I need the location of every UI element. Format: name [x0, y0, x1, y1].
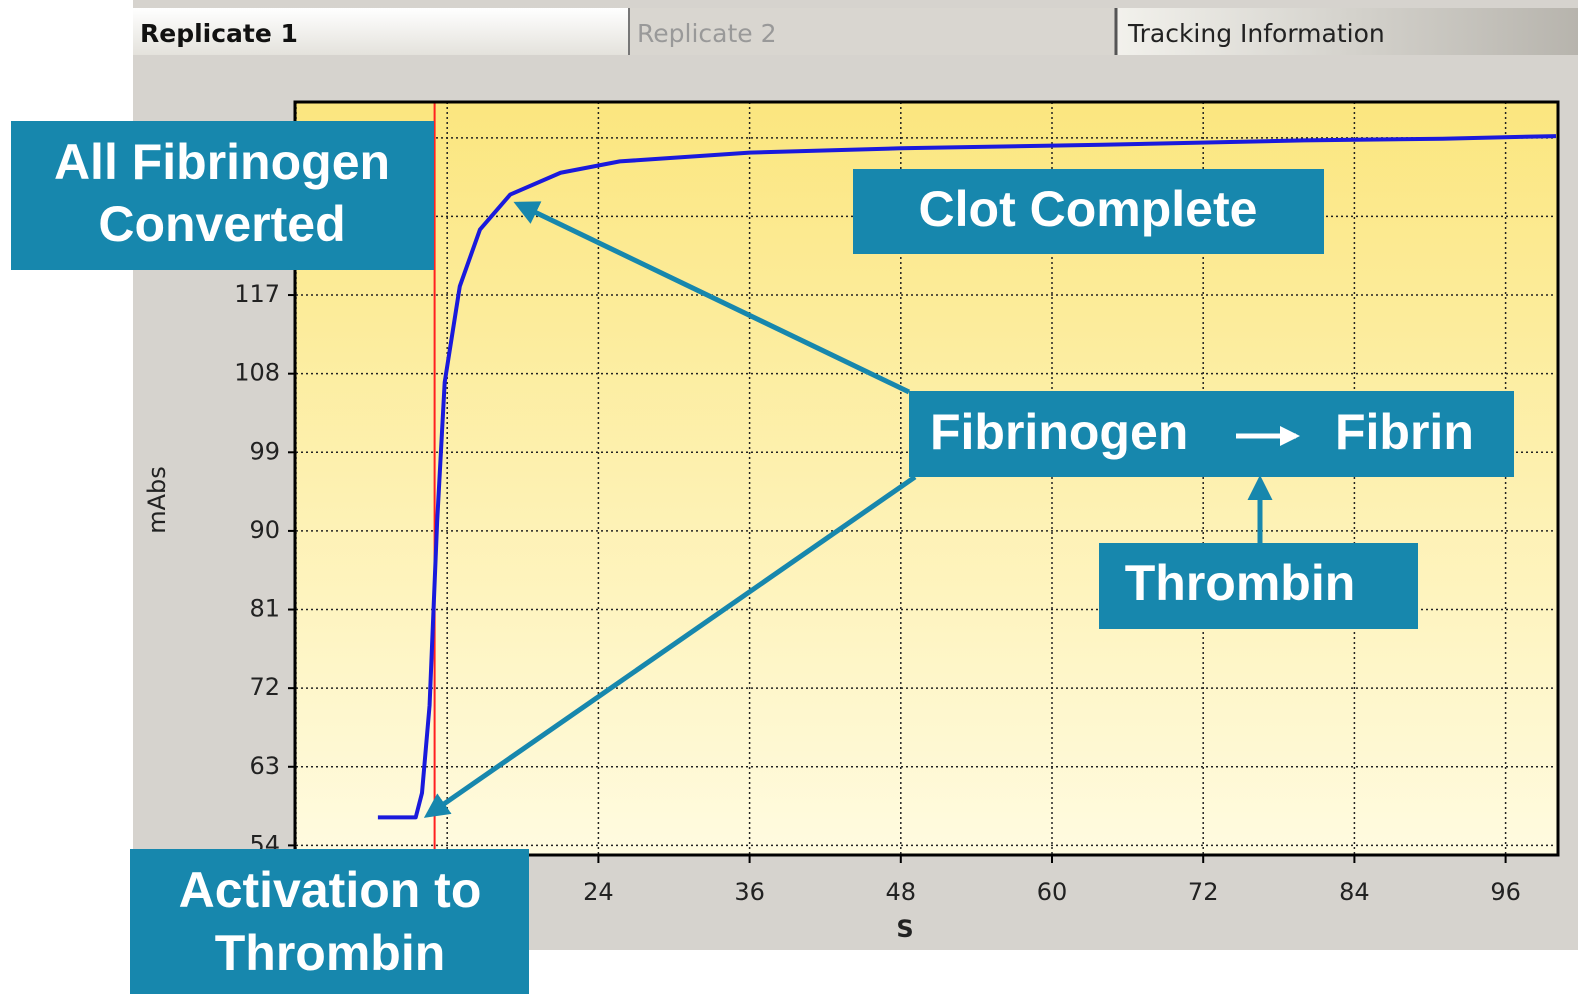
x-tick-label: 60 — [1037, 878, 1068, 906]
tab[interactable] — [630, 8, 1114, 55]
y-tick-label: 99 — [249, 437, 280, 465]
annotation: Fibrin — [1335, 404, 1474, 460]
y-tick-label: 81 — [249, 595, 280, 623]
arrow — [513, 201, 911, 395]
x-tick-label: 96 — [1490, 878, 1521, 906]
annotation: All Fibrinogen — [54, 134, 390, 190]
annotation: Activation to — [179, 862, 482, 918]
annotation: Clot Complete — [919, 181, 1258, 237]
annotation-box — [853, 169, 1324, 254]
annotation: Converted — [98, 196, 345, 252]
y-tick-label: 108 — [234, 359, 280, 387]
tab-label[interactable]: Replicate 1 — [140, 19, 298, 48]
tab[interactable] — [133, 8, 628, 55]
x-tick-label: 72 — [1188, 878, 1219, 906]
arrow — [423, 474, 917, 818]
x-tick-label: 84 — [1339, 878, 1370, 906]
tab-label[interactable]: Replicate 2 — [637, 19, 777, 48]
tab[interactable] — [1117, 8, 1578, 55]
annotation-box — [11, 121, 434, 270]
y-axis-label: mAbs — [143, 466, 171, 534]
tab-label[interactable]: Tracking Information — [1127, 19, 1385, 48]
annotation: Thrombin — [1125, 555, 1356, 611]
annotation-box — [909, 391, 1514, 477]
y-tick-label: 90 — [249, 516, 280, 544]
x-tick-label: 36 — [734, 878, 765, 906]
y-tick-label: 63 — [249, 752, 280, 780]
line — [377, 134, 1557, 820]
x-tick-label: 48 — [886, 878, 917, 906]
y-tick-label: 117 — [234, 280, 280, 308]
annotation-box — [130, 849, 529, 994]
annotation-box — [1099, 543, 1418, 629]
x-axis-label: S — [896, 915, 913, 943]
x-tick-label: 24 — [583, 878, 614, 906]
annotation: Fibrinogen — [930, 404, 1188, 460]
plot-frame — [293, 100, 1560, 857]
y-tick-label: 72 — [249, 673, 280, 701]
annotation: Thrombin — [215, 925, 446, 981]
